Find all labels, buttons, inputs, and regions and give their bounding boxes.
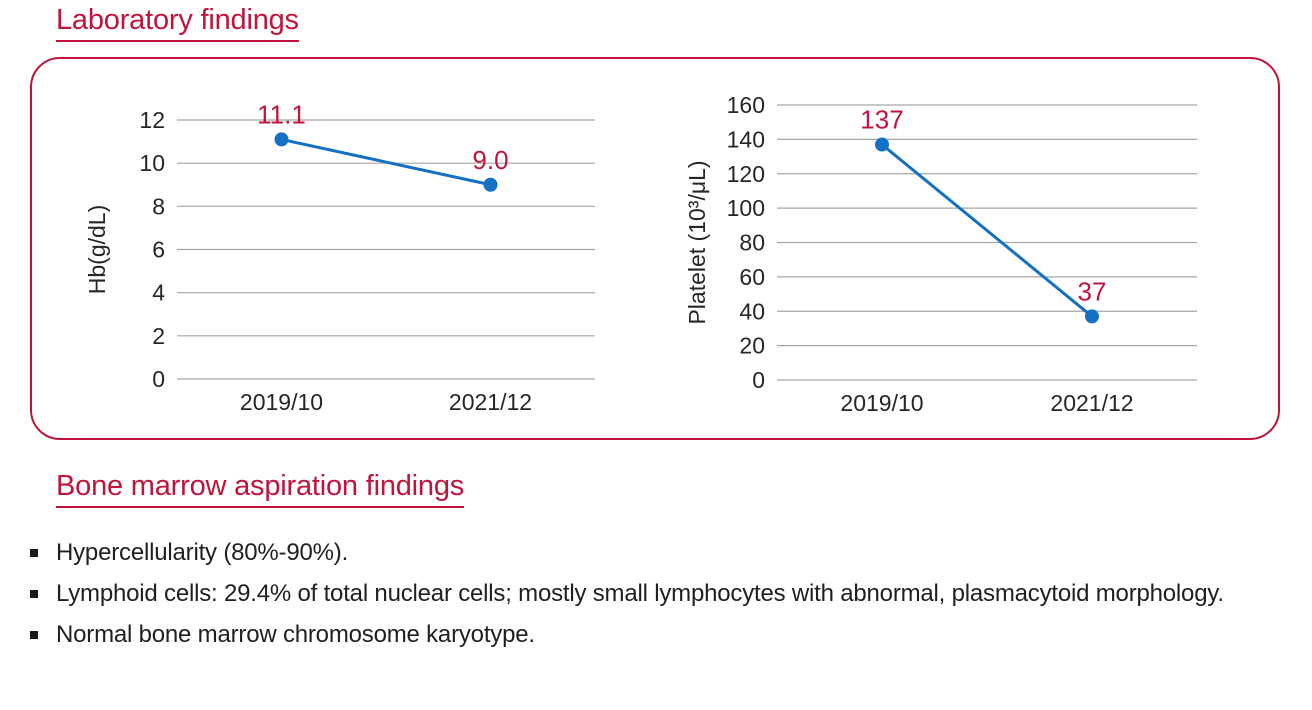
svg-text:2019/10: 2019/10: [840, 390, 923, 416]
lab-charts-panel: 0 2 4 6 8 10 12 Hb(g/dL) 2019/10 2021/12 11.1 9.0 0…: [30, 57, 1280, 440]
svg-text:137: 137: [860, 105, 903, 135]
svg-text:8: 8: [152, 193, 165, 219]
list-item-text: Hypercellularity (80%-90%).: [56, 539, 349, 566]
svg-text:20: 20: [739, 333, 765, 359]
svg-text:160: 160: [727, 92, 765, 118]
platelet-chart: 0 20 40 60 80 100 120 140 160 Platelet (10³/μL) 20…: [642, 84, 1262, 434]
hb-chart: 0 2 4 6 8 10 12 Hb(g/dL) 2019/10 2021/12 11.1 9.0: [62, 84, 662, 434]
platelet-chart-svg: 0 20 40 60 80 100 120 140 160 Platelet (10³/μL) 20…: [684, 92, 1197, 416]
svg-text:6: 6: [152, 237, 165, 263]
svg-text:4: 4: [152, 280, 165, 306]
svg-text:2021/12: 2021/12: [1050, 390, 1133, 416]
list-item-text: Lymphoid cells: 29.4% of total nuclear c…: [56, 580, 1224, 607]
list-item: Hypercellularity (80%-90%).: [30, 535, 1290, 571]
list-item-text: Normal bone marrow chromosome karyotype.: [56, 621, 535, 648]
svg-text:2019/10: 2019/10: [240, 389, 323, 415]
lab-findings-heading: Laboratory findings: [56, 4, 299, 43]
svg-text:11.1: 11.1: [257, 99, 306, 129]
bullet-square-icon: [30, 549, 38, 557]
svg-text:40: 40: [739, 298, 765, 324]
bone-marrow-findings-list: Hypercellularity (80%-90%). Lymphoid cel…: [30, 535, 1290, 658]
svg-text:0: 0: [152, 366, 165, 392]
svg-text:2021/12: 2021/12: [449, 389, 532, 415]
svg-text:80: 80: [739, 230, 765, 256]
hb-chart-svg: 0 2 4 6 8 10 12 Hb(g/dL) 2019/10 2021/12 11.1 9.0: [84, 99, 595, 415]
svg-text:120: 120: [727, 161, 765, 187]
svg-text:37: 37: [1078, 276, 1107, 306]
svg-text:Platelet (10³/μL): Platelet (10³/μL): [684, 160, 710, 324]
svg-text:2: 2: [152, 323, 165, 349]
svg-text:9.0: 9.0: [472, 145, 508, 175]
bullet-square-icon: [30, 631, 38, 639]
list-item: Lymphoid cells: 29.4% of total nuclear c…: [30, 576, 1290, 612]
svg-text:140: 140: [727, 126, 765, 152]
bone-marrow-heading: Bone marrow aspiration findings: [56, 470, 464, 509]
svg-text:0: 0: [752, 367, 765, 393]
svg-text:12: 12: [139, 107, 165, 133]
list-item: Normal bone marrow chromosome karyotype.: [30, 617, 1290, 653]
svg-text:10: 10: [139, 150, 165, 176]
svg-text:Hb(g/dL): Hb(g/dL): [84, 205, 110, 294]
bullet-square-icon: [30, 590, 38, 598]
svg-text:100: 100: [727, 195, 765, 221]
svg-text:60: 60: [739, 264, 765, 290]
